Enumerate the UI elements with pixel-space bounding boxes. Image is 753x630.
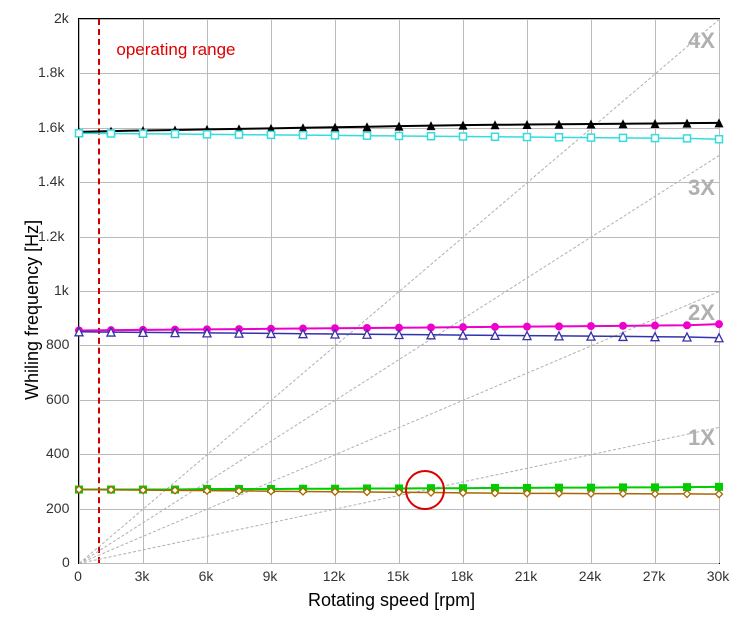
series-marker-mode3-bw (524, 134, 531, 141)
series-marker-mode3-bw (620, 134, 627, 141)
plot-area (78, 18, 720, 564)
y-tick-label: 1k (54, 282, 69, 298)
series-marker-mode2-fw (491, 323, 499, 331)
series-layer (79, 19, 719, 563)
series-marker-mode3-bw (492, 133, 499, 140)
series-marker-mode3-bw (332, 132, 339, 139)
x-tick-label: 0 (74, 568, 82, 584)
series-marker-mode3-bw (172, 131, 179, 138)
series-marker-mode3-bw (428, 133, 435, 140)
series-marker-mode2-fw (523, 323, 531, 331)
series-marker-mode3-bw (396, 132, 403, 139)
campbell-diagram: Whiling frequency [Hz] Rotating speed [r… (0, 0, 753, 630)
series-marker-mode2-fw (619, 322, 627, 330)
x-tick-label: 3k (135, 568, 150, 584)
x-tick-label: 15k (387, 568, 410, 584)
order-label-3X: 3X (688, 175, 715, 201)
series-marker-mode1-bw (652, 490, 659, 497)
series-marker-mode3-bw (76, 130, 83, 137)
grid-h (79, 563, 719, 564)
y-tick-label: 400 (46, 445, 69, 461)
series-marker-mode3-bw (652, 135, 659, 142)
order-label-1X: 1X (688, 425, 715, 451)
series-marker-mode1-fw (715, 483, 723, 491)
x-tick-label: 18k (451, 568, 474, 584)
series-marker-mode2-fw (651, 322, 659, 330)
series-marker-mode3-bw (460, 133, 467, 140)
series-marker-mode2-fw (555, 322, 563, 330)
series-marker-mode3-bw (364, 132, 371, 139)
series-marker-mode2-fw (715, 320, 723, 328)
y-tick-label: 800 (46, 336, 69, 352)
series-marker-mode2-fw (587, 322, 595, 330)
order-label-4X: 4X (688, 28, 715, 54)
x-tick-label: 21k (515, 568, 538, 584)
order-label-2X: 2X (688, 300, 715, 326)
x-tick-label: 24k (579, 568, 602, 584)
x-tick-label: 6k (199, 568, 214, 584)
x-axis-label: Rotating speed [rpm] (308, 590, 475, 611)
operating-range-label: operating range (116, 40, 235, 60)
y-tick-label: 2k (54, 10, 69, 26)
series-marker-mode3-bw (556, 134, 563, 141)
series-marker-mode3-bw (716, 136, 723, 143)
annotation-circle (405, 470, 445, 510)
series-marker-mode3-bw (300, 132, 307, 139)
series-marker-mode1-bw (716, 491, 723, 498)
y-tick-label: 600 (46, 391, 69, 407)
x-tick-label: 12k (323, 568, 346, 584)
y-tick-label: 1.2k (38, 228, 64, 244)
y-tick-label: 1.6k (38, 119, 64, 135)
y-tick-label: 1.8k (38, 64, 64, 80)
series-marker-mode3-bw (204, 131, 211, 138)
series-marker-mode3-bw (684, 135, 691, 142)
y-tick-label: 0 (62, 554, 70, 570)
y-axis-label: Whiling frequency [Hz] (22, 220, 43, 400)
y-tick-label: 200 (46, 500, 69, 516)
x-tick-label: 9k (263, 568, 278, 584)
series-marker-mode3-bw (140, 130, 147, 137)
x-tick-label: 27k (643, 568, 666, 584)
series-marker-mode1-bw (684, 490, 691, 497)
series-marker-mode3-bw (588, 134, 595, 141)
series-marker-mode3-bw (268, 131, 275, 138)
series-marker-mode3-bw (236, 131, 243, 138)
y-tick-label: 1.4k (38, 173, 64, 189)
series-marker-mode3-bw (108, 130, 115, 137)
x-tick-label: 30k (707, 568, 730, 584)
